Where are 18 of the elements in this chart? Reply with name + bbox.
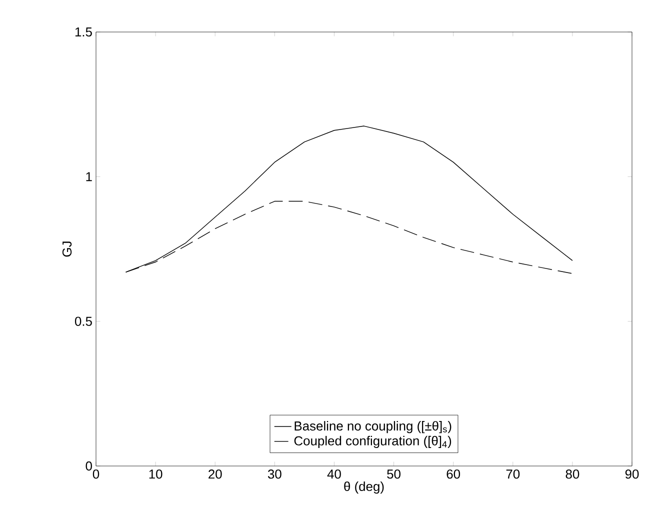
x-tick-label: 0 xyxy=(92,470,100,479)
x-tick-label: 40 xyxy=(327,470,341,479)
y-tick-label: 0 xyxy=(86,461,92,471)
x-tick-label: 20 xyxy=(208,470,222,479)
legend-label: Coupled configuration ([θ]$_{4}$) xyxy=(294,436,452,448)
x-tick-label: 30 xyxy=(268,470,282,479)
legend-label: Baseline no coupling ([±θ]$_{s}$) xyxy=(294,421,452,434)
y-tick-label: 1 xyxy=(86,172,92,182)
y-tick-label: 0.5 xyxy=(74,316,92,326)
x-tick-label: 80 xyxy=(566,470,580,479)
x-tick-label: 50 xyxy=(387,470,400,479)
x-tick-label: 10 xyxy=(149,470,162,479)
x-tick-label: 60 xyxy=(446,470,460,479)
y-axis-title: GJ xyxy=(62,242,72,257)
y-tick-label: 1.5 xyxy=(75,27,92,37)
x-axis-title: θ (deg) xyxy=(344,482,384,494)
x-tick-label: 70 xyxy=(506,470,520,479)
x-tick-label: 90 xyxy=(625,470,639,479)
